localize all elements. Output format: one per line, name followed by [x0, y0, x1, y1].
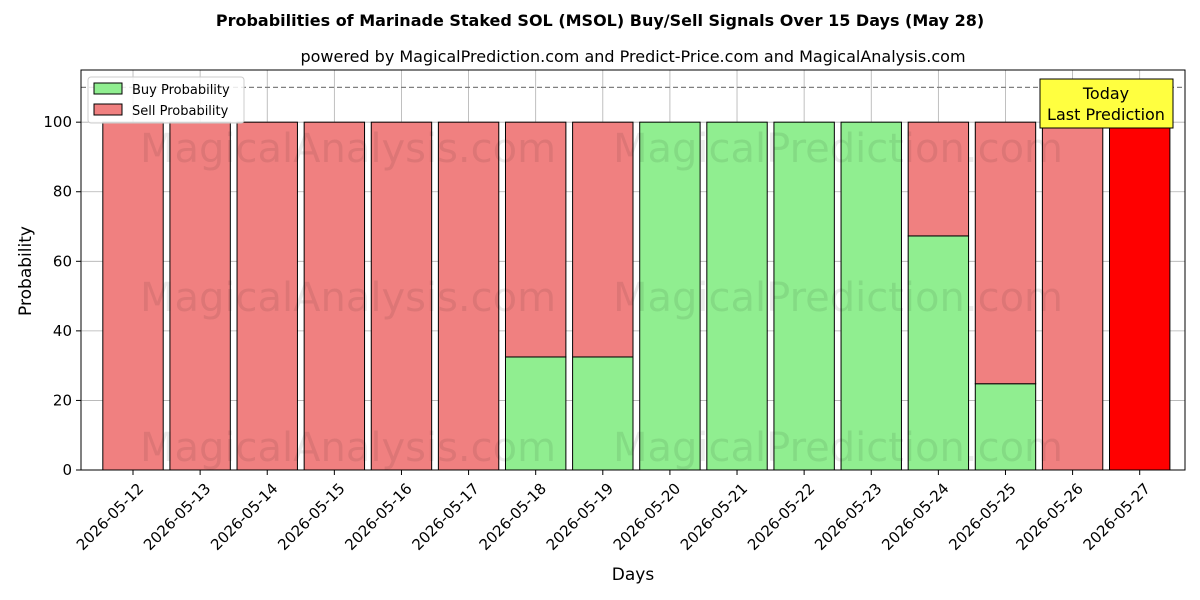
x-tick-label: 2026-05-24	[878, 480, 952, 554]
watermark-text: MagicalAnalysis.com	[140, 425, 556, 471]
bar-buy	[504, 356, 567, 471]
legend: Buy Probability Sell Probability	[87, 76, 245, 124]
x-tick-label: 2026-05-26	[1012, 480, 1086, 554]
chart-title: Probabilities of Marinade Staked SOL (MS…	[216, 11, 984, 30]
bar-buy	[773, 121, 835, 471]
today-annotation: Today Last Prediction	[1039, 78, 1174, 129]
y-axis-label: Probability	[16, 226, 36, 316]
y-tick-label: 40	[53, 322, 72, 340]
y-tick-label: 100	[43, 113, 72, 131]
legend-label-sell: Sell Probability	[132, 104, 229, 119]
bar-sell	[572, 121, 634, 358]
legend-box	[87, 76, 245, 124]
x-tick-label: 2026-05-15	[274, 480, 348, 554]
bar-buy	[974, 383, 1037, 471]
x-tick-label: 2026-05-27	[1080, 480, 1154, 554]
x-tick-label: 2026-05-25	[945, 480, 1019, 554]
x-tick-label: 2026-05-19	[543, 480, 617, 554]
bar-buy	[840, 121, 902, 471]
legend-swatch-buy	[93, 82, 123, 95]
bar-buy	[907, 235, 970, 471]
bar-sell	[236, 121, 298, 471]
x-tick-label: 2026-05-18	[476, 480, 550, 554]
bar-sell	[1041, 121, 1104, 471]
annotation-line2: Last Prediction	[1047, 105, 1165, 124]
watermark-text: MagicalAnalysis.com	[140, 275, 556, 321]
legend-label-buy: Buy Probability	[132, 83, 230, 98]
bar-sell	[303, 121, 366, 471]
watermark-text: MagicalAnalysis.com	[140, 126, 556, 172]
legend-swatch-sell	[93, 103, 123, 116]
plot-frame	[80, 69, 1186, 471]
watermark-text: MagicalPrediction.com	[613, 275, 1063, 321]
y-axis: 0 20 40 60 80 100	[43, 113, 81, 479]
annotation-line1: Today	[1082, 84, 1129, 103]
bars	[102, 121, 1171, 471]
y-tick-label: 60	[53, 252, 72, 270]
bar-sell	[974, 121, 1037, 385]
bar-sell	[370, 121, 433, 471]
x-tick-label: 2026-05-22	[744, 480, 818, 554]
x-tick-label: 2026-05-20	[610, 480, 684, 554]
x-tick-label: 2026-05-12	[73, 480, 147, 554]
watermark-text: MagicalPrediction.com	[613, 425, 1063, 471]
y-tick-label: 20	[53, 391, 72, 409]
bar-buy	[572, 356, 634, 471]
y-tick-label: 0	[62, 461, 72, 479]
bar-buy	[639, 121, 701, 471]
watermarks: MagicalAnalysis.com MagicalPrediction.com…	[140, 126, 1063, 471]
bar-buy	[706, 121, 768, 471]
watermark-text: MagicalPrediction.com	[613, 126, 1063, 172]
x-tick-label: 2026-05-14	[207, 480, 281, 554]
bar-sell	[907, 121, 970, 237]
bar-sell	[504, 121, 567, 358]
annotation-box	[1039, 78, 1174, 129]
chart-subtitle: powered by MagicalPrediction.com and Pre…	[300, 47, 965, 66]
bar-sell	[437, 121, 500, 471]
x-axis-label: Days	[612, 565, 655, 585]
x-tick-label: 2026-05-16	[341, 480, 415, 554]
bar-sell	[1108, 121, 1171, 471]
x-tick-label: 2026-05-17	[408, 480, 482, 554]
x-axis: 2026-05-122026-05-132026-05-142026-05-15…	[73, 470, 1154, 554]
x-tick-label: 2026-05-21	[677, 480, 751, 554]
y-tick-label: 80	[53, 183, 72, 201]
x-tick-label: 2026-05-23	[811, 480, 885, 554]
x-tick-label: 2026-05-13	[140, 480, 214, 554]
